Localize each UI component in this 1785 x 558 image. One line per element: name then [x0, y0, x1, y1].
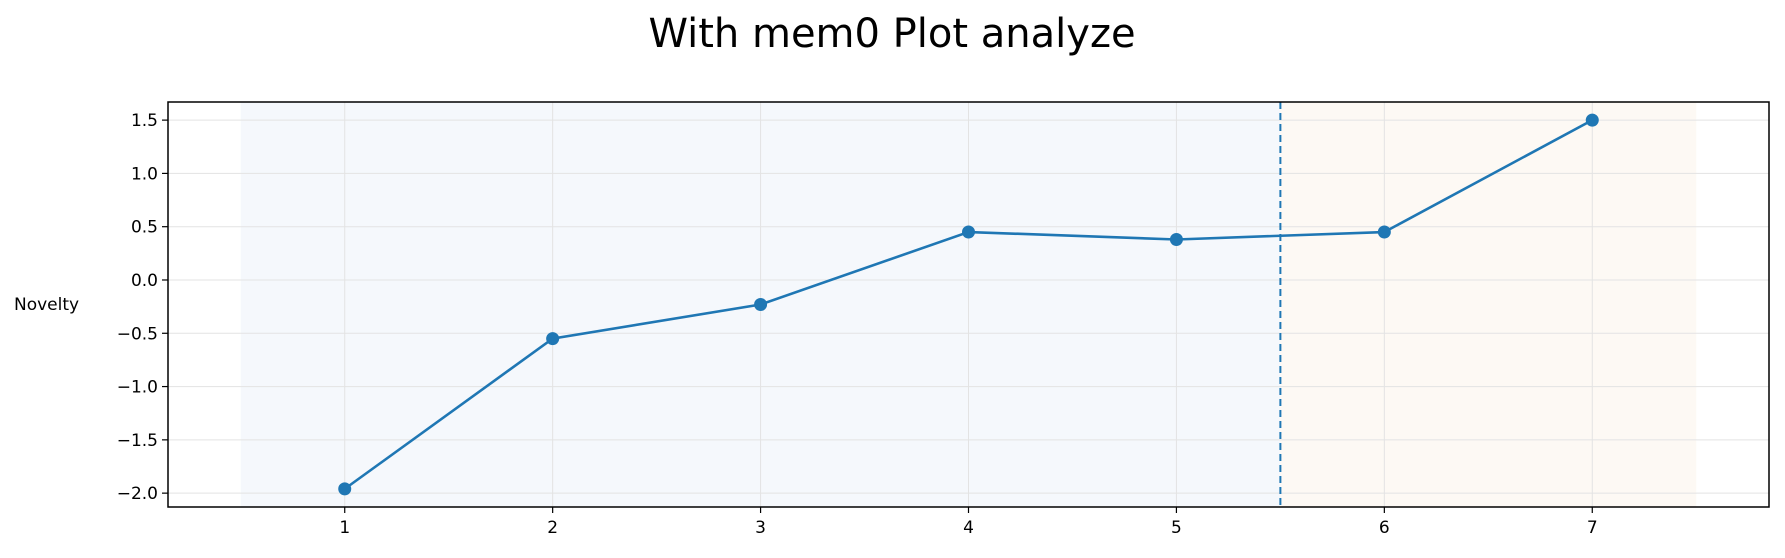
y-tick-label: −0.5 — [117, 324, 158, 344]
x-tick-label: 7 — [1587, 518, 1598, 538]
shaded-region-2 — [1280, 102, 1697, 507]
y-tick-label: 0.5 — [131, 218, 158, 238]
grid-lines — [168, 102, 1769, 507]
x-tick-label: 5 — [1171, 518, 1182, 538]
y-tick-label: 1.0 — [131, 164, 158, 184]
data-point — [1169, 232, 1183, 246]
x-tick-label: 6 — [1379, 518, 1390, 538]
x-tick-label: 3 — [755, 518, 766, 538]
x-axis-ticks: 1 2 3 4 5 6 7 — [339, 507, 1598, 538]
x-tick-label: 2 — [547, 518, 558, 538]
y-tick-label: −2.0 — [117, 484, 158, 504]
y-tick-label: 1.5 — [131, 111, 158, 131]
data-point — [1377, 225, 1391, 239]
data-point — [962, 225, 975, 239]
data-point — [546, 332, 560, 346]
data-point — [754, 298, 768, 311]
x-tick-label: 4 — [963, 518, 974, 538]
data-points — [338, 113, 1599, 496]
y-tick-label: 0.0 — [131, 271, 158, 291]
data-point — [338, 482, 352, 496]
y-tick-label: −1.0 — [117, 378, 158, 398]
y-axis-ticks: 1.5 1.0 0.5 0.0 −0.5 −1.0 −1.5 −2.0 — [117, 111, 168, 504]
chart-title: With mem0 Plot analyze — [648, 11, 1135, 57]
y-axis-label: Novelty — [14, 295, 79, 315]
y-tick-label: −1.5 — [117, 431, 158, 451]
x-tick-label: 1 — [339, 518, 350, 538]
data-point — [1585, 113, 1599, 127]
